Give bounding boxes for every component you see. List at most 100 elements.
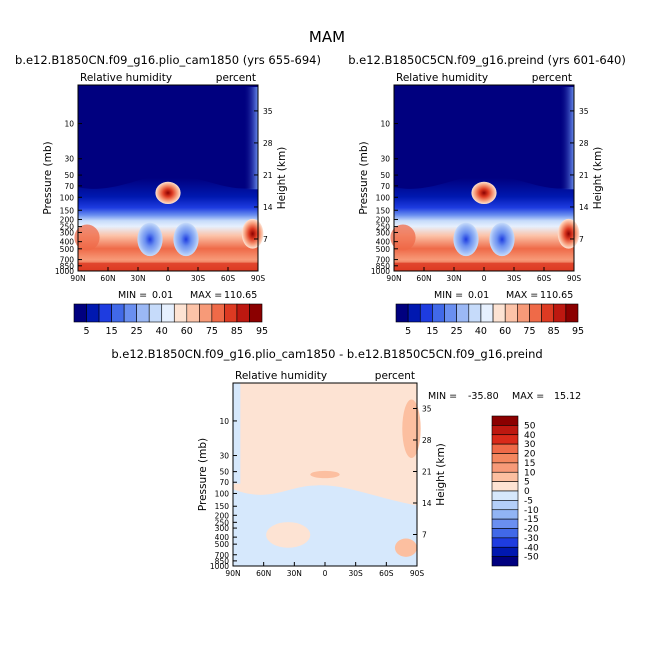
colorbar-box [491, 443, 519, 454]
colorbar-label: 25 [131, 326, 143, 337]
variable-label: Relative humidity [396, 72, 488, 84]
colorbar-box [491, 434, 519, 445]
colorbar-label: 75 [206, 326, 218, 337]
x-tick-label: 60N [256, 569, 271, 578]
x-tick-label: 60S [379, 569, 394, 578]
x-tick-label: 30N [446, 274, 461, 283]
colorbar-box [186, 303, 200, 323]
y-axis-title: Pressure (mb) [42, 141, 54, 214]
rh-subtropical-dry-north [453, 222, 479, 257]
pressure-tick-label: 850 [376, 262, 391, 271]
colorbar-label: 75 [523, 326, 535, 337]
min-label: MIN = [118, 290, 147, 301]
height-tick-label: 14 [579, 203, 589, 212]
x-tick-label: 30S [191, 274, 206, 283]
pressure-tick-label: 70 [64, 182, 74, 191]
colorbar-label: 15 [426, 326, 438, 337]
pressure-tick-label: 250 [376, 223, 391, 232]
pressure-tick-label: 300 [215, 524, 230, 533]
colorbar-box [86, 303, 100, 323]
colorbar-label: -20 [524, 525, 539, 535]
height-tick-label: 7 [263, 235, 268, 244]
colorbar-label: 50 [524, 421, 536, 431]
colorbar-box [491, 415, 519, 426]
min-value: 0.01 [468, 290, 489, 301]
max-label: MAX = [512, 391, 544, 402]
colorbar-box [395, 303, 409, 323]
colorbar-box [491, 537, 519, 548]
diff-south-pole-positive [402, 399, 421, 459]
colorbar-box [211, 303, 225, 323]
units-label: percent [216, 72, 256, 84]
pressure-tick-label: 100 [60, 193, 75, 202]
rh-polar-moist-north [390, 224, 416, 251]
x-tick-label: 90N [386, 274, 401, 283]
colorbar-label: 30 [524, 440, 536, 450]
rh-upper-dry-region [78, 85, 258, 189]
colorbar-label: -10 [524, 506, 539, 516]
colorbar-label: -40 [524, 543, 539, 553]
x-tick-label: 90N [225, 569, 240, 578]
colorbar-box [491, 518, 519, 529]
rh-polar-moist-band [243, 87, 258, 190]
colorbar-box [491, 471, 519, 482]
diff-south-polar-surface [394, 538, 417, 557]
colorbar-box [456, 303, 470, 323]
panel-difference: b.e12.B1850CN.f09_g16.plio_cam1850 - b.e… [111, 347, 581, 578]
figure-title: MAM [309, 28, 345, 46]
y2-axis-title: Height (km) [276, 147, 288, 210]
x-tick-label: 30N [287, 569, 302, 578]
rh-boundary-layer [78, 262, 258, 271]
colorbar-box [491, 546, 519, 557]
max-value: 110.65 [540, 290, 573, 301]
max-label: MAX = [190, 290, 222, 301]
colorbar-box [236, 303, 250, 323]
rh-polar-moist-north [74, 224, 100, 251]
colorbar-box [491, 453, 519, 464]
height-tick-label: 21 [422, 467, 432, 476]
colorbar-box [111, 303, 125, 323]
colorbar-box [123, 303, 137, 323]
colorbar-label: 85 [231, 326, 243, 337]
pressure-tick-label: 850 [60, 262, 75, 271]
colorbar-label: 40 [156, 326, 168, 337]
units-label: percent [375, 370, 415, 382]
colorbar-label: 15 [524, 459, 535, 469]
height-tick-label: 21 [263, 171, 273, 180]
colorbar-label: 85 [548, 326, 560, 337]
rh-subtropical-dry-south [173, 222, 199, 257]
colorbar-box [553, 303, 567, 323]
pressure-tick-label: 10 [219, 417, 229, 426]
pressure-tick-label: 250 [215, 518, 230, 527]
panel-title: b.e12.B1850C5CN.f09_g16.preind (yrs 601-… [348, 53, 626, 67]
colorbar-box [199, 303, 213, 323]
colorbar-label: -30 [524, 534, 539, 544]
x-tick-label: 30S [349, 569, 364, 578]
x-tick-label: 0 [323, 569, 328, 578]
height-tick-label: 35 [579, 107, 589, 116]
rh-subtropical-dry-south [489, 222, 515, 257]
pressure-tick-label: 10 [380, 120, 390, 129]
colorbar-box [136, 303, 150, 323]
colorbar-box [491, 481, 519, 492]
height-tick-label: 7 [579, 235, 584, 244]
x-tick-label: 60N [416, 274, 431, 283]
pressure-tick-label: 500 [215, 540, 230, 549]
y-axis-title: Pressure (mb) [358, 141, 370, 214]
max-value: 110.65 [224, 290, 257, 301]
pressure-tick-label: 250 [60, 223, 75, 232]
colorbar-box [468, 303, 482, 323]
panel-pliocene: b.e12.B1850CN.f09_g16.plio_cam1850 (yrs … [15, 53, 321, 337]
colorbar-label: 20 [524, 450, 536, 460]
height-tick-label: 35 [263, 107, 273, 116]
panel-title: b.e12.B1850CN.f09_g16.plio_cam1850 - b.e… [111, 347, 542, 361]
colorbar-box [419, 303, 433, 323]
pressure-tick-label: 150 [376, 206, 391, 215]
colorbar-label: -50 [524, 553, 539, 563]
pressure-tick-label: 100 [376, 193, 391, 202]
pressure-tick-label: 400 [60, 238, 75, 247]
x-tick-label: 0 [482, 274, 487, 283]
panel-title: b.e12.B1850CN.f09_g16.plio_cam1850 (yrs … [15, 53, 321, 67]
height-tick-label: 28 [263, 139, 273, 148]
pressure-tick-label: 700 [60, 256, 75, 265]
